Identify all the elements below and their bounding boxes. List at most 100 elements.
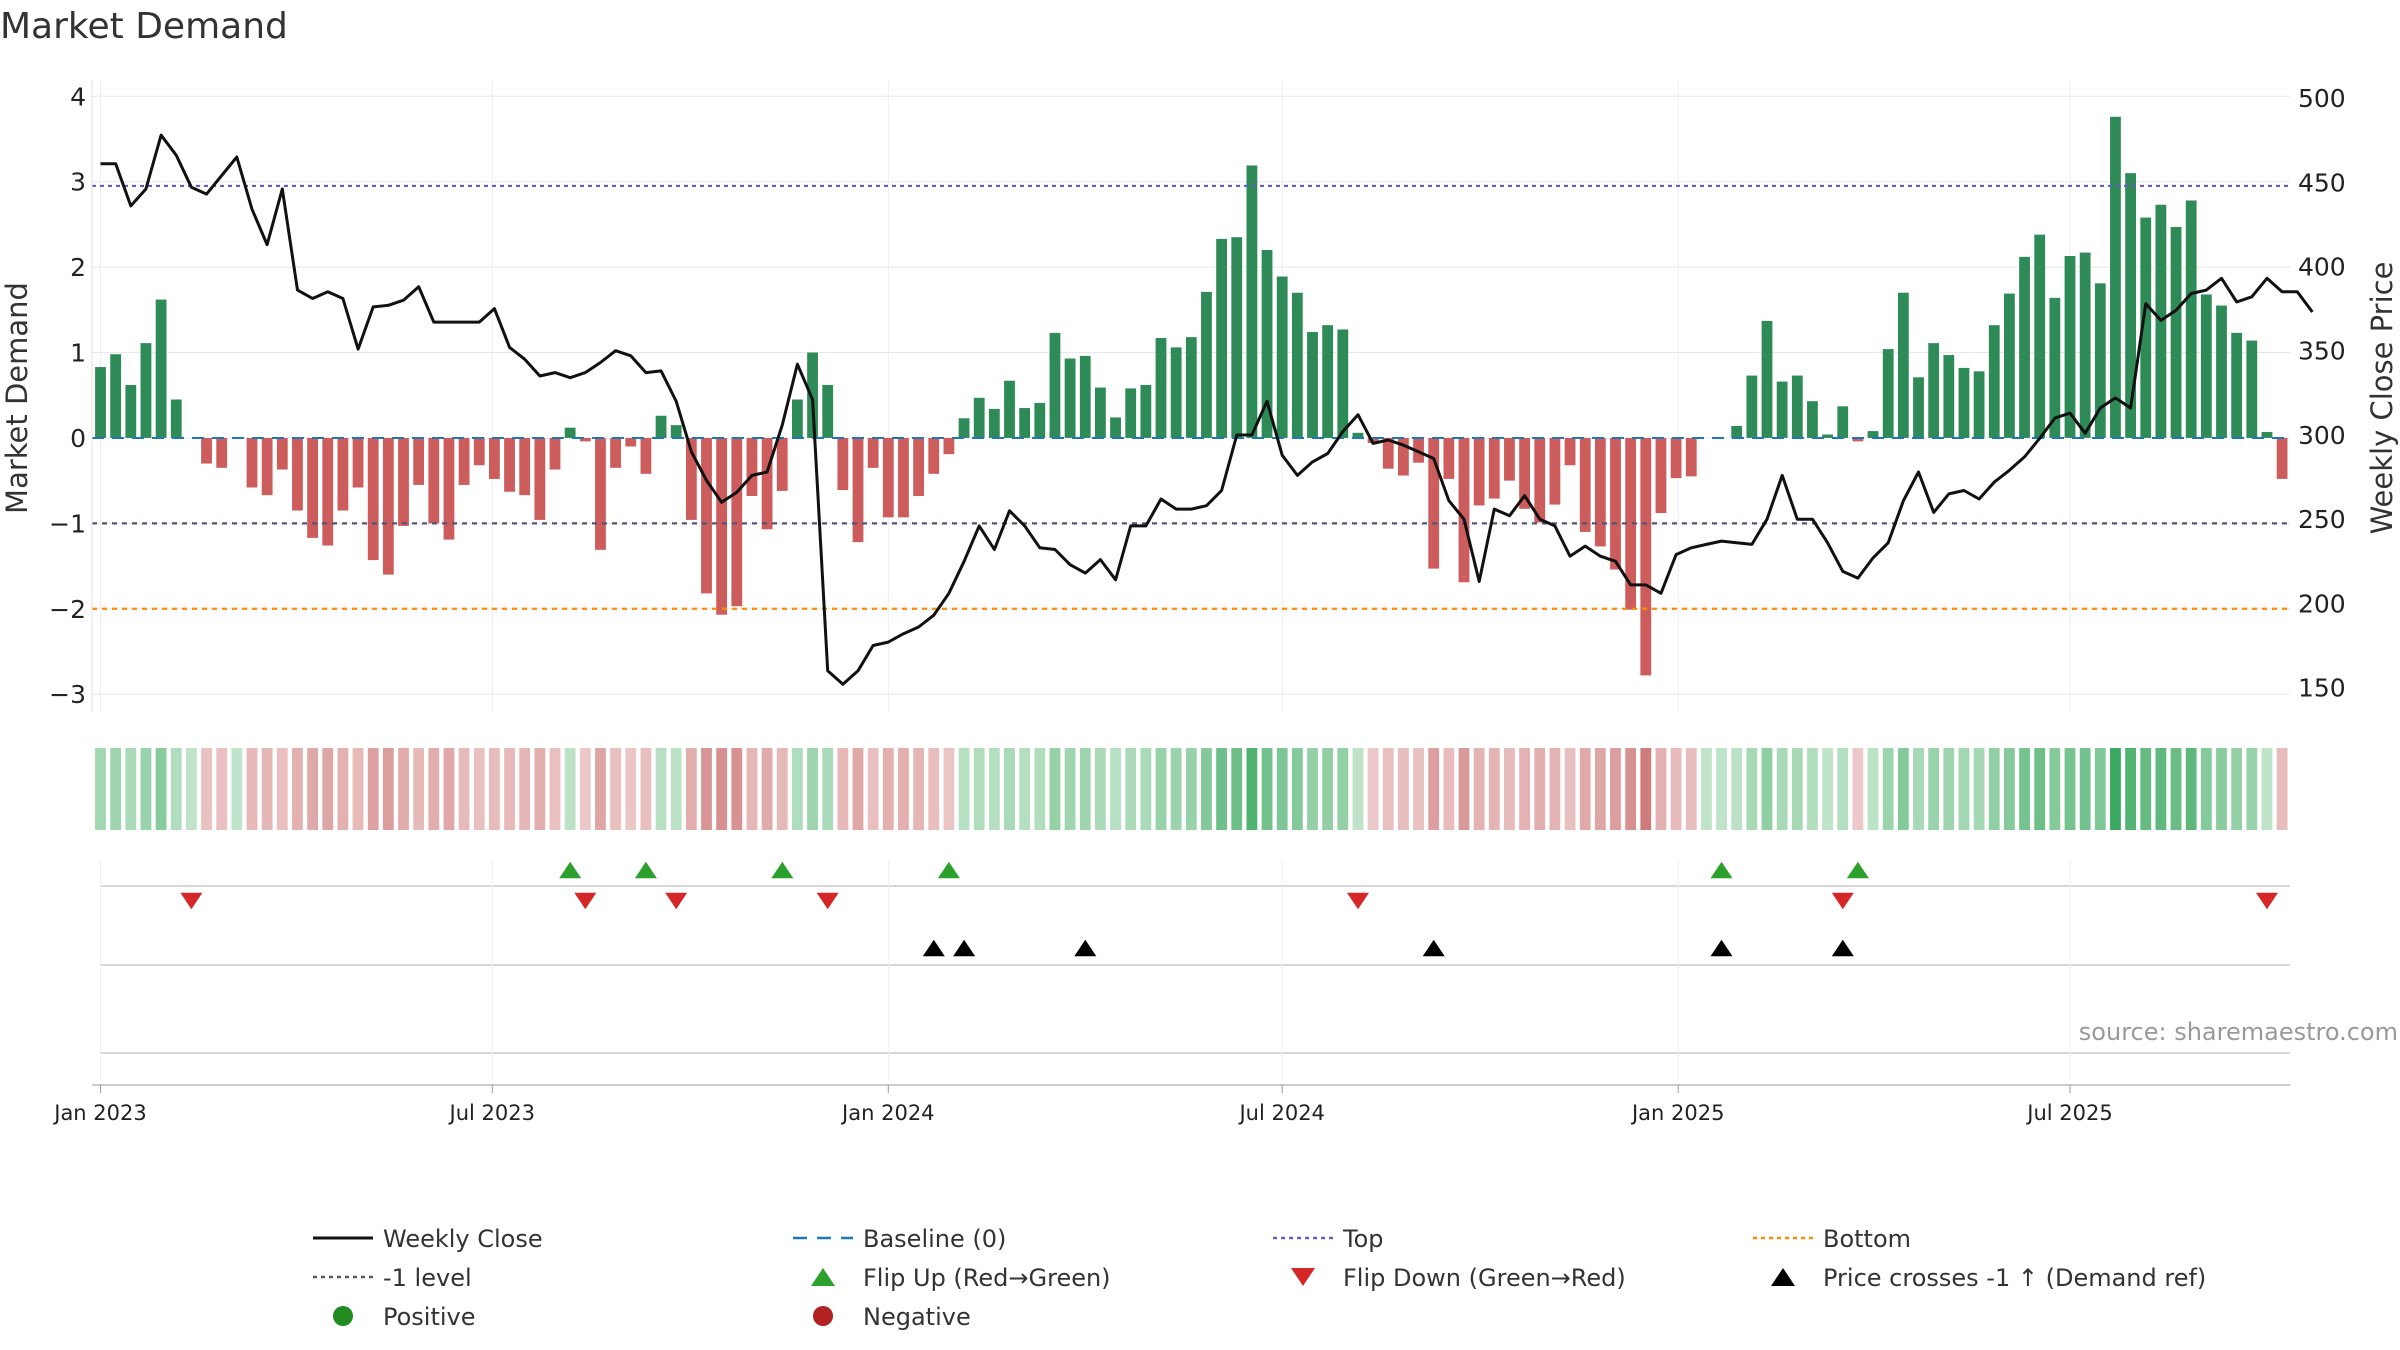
demand-bar	[2004, 293, 2015, 438]
demand-bar	[1594, 437, 1606, 547]
legend-swatch	[1771, 1268, 1795, 1286]
heat-cell	[2170, 748, 2182, 830]
heat-cell	[1488, 748, 1500, 830]
demand-bar	[216, 437, 228, 468]
heat-cell	[1670, 748, 1682, 830]
y-tick-label: 3	[70, 168, 86, 197]
heat-cell	[1594, 748, 1606, 830]
heat-cell	[1352, 748, 1364, 830]
demand-bar	[140, 343, 152, 438]
demand-bar	[473, 437, 485, 466]
heat-cell	[746, 748, 758, 830]
demand-bar	[2185, 200, 2197, 438]
heat-cell	[443, 748, 455, 830]
flip-down-marker	[1347, 892, 1369, 910]
demand-bar	[337, 437, 349, 511]
heat-cell	[2110, 748, 2121, 830]
flip-down-marker	[816, 892, 839, 910]
heat-cell	[1185, 748, 1197, 830]
demand-bar	[1140, 384, 1152, 438]
demand-bar	[1731, 425, 1743, 438]
y-tick-label: −1	[49, 509, 86, 538]
weekly-close-line	[100, 133, 2314, 686]
demand-bar	[2110, 116, 2121, 438]
heat-cell	[1655, 748, 1667, 830]
heat-cell	[125, 748, 137, 830]
heat-cell	[670, 748, 682, 830]
heat-cell	[837, 748, 849, 830]
heat-cell	[95, 748, 106, 830]
heat-cell	[1079, 748, 1091, 830]
demand-bar	[443, 437, 455, 540]
demand-bar	[261, 437, 273, 496]
heat-cell	[1731, 748, 1743, 830]
demand-bar	[1958, 367, 1970, 438]
heat-cell	[973, 748, 985, 830]
heat-cell	[1246, 748, 1258, 830]
y-tick-label: 2	[70, 253, 86, 282]
y-axis-label: Market Demand	[0, 282, 34, 514]
demand-bar	[973, 397, 985, 438]
flip-down-marker	[180, 892, 203, 910]
demand-bar	[988, 408, 1000, 438]
demand-bar	[1670, 437, 1682, 479]
heat-cell	[1125, 748, 1137, 830]
y2-tick-label: 400	[2298, 253, 2346, 282]
heat-cell	[988, 748, 1000, 830]
demand-bar	[867, 437, 879, 468]
heat-cell	[928, 748, 940, 830]
demand-bar	[1231, 237, 1243, 438]
x-axis-ticks: Jan 2023 Jul 2023 Jan 2024 Jul 2024 Jan 2025…	[52, 1085, 2113, 1125]
legend: Weekly Close Baseline (0) Top Bottom -1 leve…	[313, 1225, 2206, 1331]
demand-bar	[1473, 437, 1485, 506]
price-cross-marker	[1074, 939, 1097, 957]
demand-bar	[307, 437, 318, 538]
demand-bar	[716, 437, 728, 615]
heat-cell	[852, 748, 864, 830]
heat-cell	[1201, 748, 1212, 830]
heat-cell	[549, 748, 561, 830]
demand-bar	[2049, 297, 2061, 438]
y2-tick-label: 250	[2298, 505, 2346, 534]
demand-bar	[549, 437, 561, 470]
demand-bar	[1443, 437, 1455, 479]
heat-cell	[1973, 748, 1985, 830]
flip-up-marker	[1846, 861, 1869, 879]
heat-cell	[822, 748, 834, 830]
heat-cell	[1110, 748, 1121, 830]
heat-cell	[867, 748, 879, 830]
demand-bar	[1398, 437, 1409, 476]
heat-cell	[1216, 748, 1227, 830]
heat-cell	[1322, 748, 1334, 830]
legend-label: Weekly Close	[383, 1225, 543, 1253]
flip-up-marker	[559, 861, 582, 879]
y2-tick-label: 150	[2298, 674, 2346, 703]
heat-cell	[625, 748, 637, 830]
demand-bar	[322, 437, 334, 546]
flip-down-marker	[574, 892, 597, 910]
demand-bar	[2276, 437, 2288, 479]
demand-bar	[943, 437, 955, 455]
demand-bar	[1261, 250, 1273, 438]
source-note: source: sharemaestro.com	[2079, 1018, 2398, 1046]
demand-bar	[1155, 338, 1167, 438]
legend-item: Top	[1273, 1225, 1384, 1253]
heat-cell	[610, 748, 621, 830]
heat-cell	[1337, 748, 1349, 830]
flip-down-marker	[665, 892, 688, 910]
demand-bar	[1095, 387, 1106, 438]
heat-cell	[201, 748, 212, 830]
demand-bar	[1382, 437, 1394, 469]
legend-item: Negative	[813, 1303, 971, 1331]
demand-bar	[398, 437, 409, 526]
demand-bar	[1019, 408, 1031, 438]
demand-bar	[1685, 437, 1697, 477]
demand-bar	[1943, 355, 1955, 438]
demand-bar	[1064, 358, 1076, 438]
price-cross-marker	[1422, 939, 1445, 957]
legend-swatch	[813, 1306, 833, 1326]
demand-bar	[1504, 437, 1515, 481]
heat-cell	[1701, 748, 1712, 830]
heat-cell	[1943, 748, 1955, 830]
heat-cell	[701, 748, 712, 830]
